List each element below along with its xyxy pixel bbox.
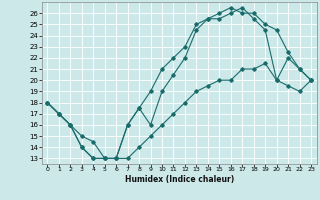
X-axis label: Humidex (Indice chaleur): Humidex (Indice chaleur)	[124, 175, 234, 184]
